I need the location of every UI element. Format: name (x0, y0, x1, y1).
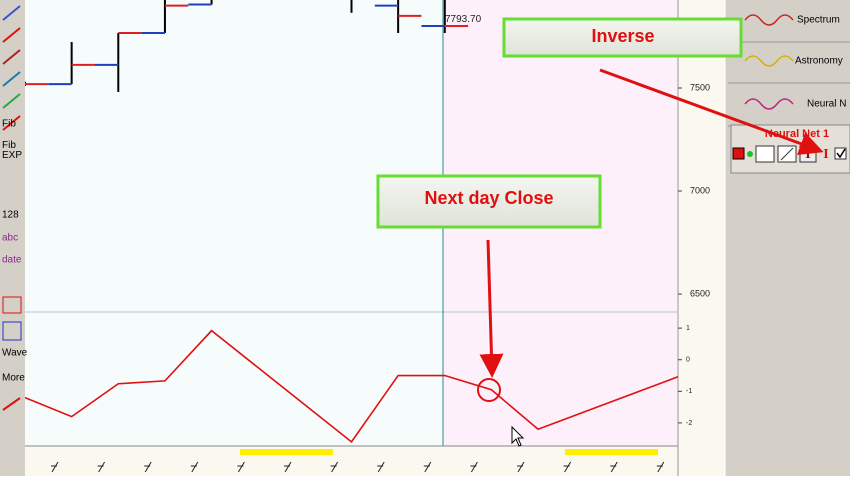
net-button[interactable] (755, 145, 775, 163)
tool-icon (2, 115, 21, 131)
status-dot (747, 151, 753, 157)
color-swatch[interactable] (732, 147, 745, 160)
x-tick (330, 461, 339, 473)
x-tick (284, 461, 292, 473)
y-tick-label: -2 (686, 420, 692, 427)
icon: I (805, 147, 810, 162)
icon: I (823, 147, 828, 162)
weekend-band (565, 449, 658, 455)
tool-button[interactable]: 128 (2, 210, 19, 221)
weekend-band (240, 449, 333, 455)
tool-icon (2, 27, 21, 43)
x-tick (656, 461, 665, 473)
y-tick-label: 0 (686, 357, 690, 364)
y-tick-label: 7000 (690, 185, 710, 195)
check (836, 148, 846, 159)
y-tick-label: 7500 (690, 82, 710, 92)
arrow (599, 68, 824, 156)
plot: 7793.70 (25, 0, 678, 444)
x-tick (190, 461, 199, 473)
x-tick (237, 461, 245, 473)
tool-icon (2, 93, 21, 109)
y-tick-label: 1 (686, 325, 690, 332)
tool-button[interactable]: Fib (2, 119, 16, 130)
tool-button[interactable]: abc (2, 233, 18, 244)
side-panel (725, 0, 850, 476)
arrow (479, 239, 504, 378)
tool-icon (2, 71, 21, 87)
cursor-price: 7793.70 (445, 14, 482, 25)
tool-icon (2, 5, 21, 21)
chart-bg (25, 0, 443, 446)
axis-bg (678, 0, 725, 476)
tool-button[interactable]: Wave (2, 348, 28, 359)
indicator-line (25, 329, 678, 444)
tool-icon (2, 296, 22, 314)
x-tick (144, 461, 152, 473)
panel-button[interactable]: Neural N (807, 99, 846, 110)
callout-text: Inverse (591, 26, 654, 46)
x-tick (377, 461, 385, 473)
x-tick (97, 461, 106, 473)
x-tick (610, 461, 618, 473)
tool-button[interactable]: date (2, 255, 22, 266)
button-icon (744, 55, 794, 67)
callout-box (376, 174, 602, 229)
checkbox[interactable] (834, 147, 847, 160)
button-icon (744, 14, 794, 26)
x-tick (51, 461, 59, 473)
tool-icon (2, 49, 21, 65)
axes: 7500 7000 6500 1 0 -1 -2 (678, 82, 710, 427)
callout-box (502, 17, 743, 58)
x-tick (470, 461, 478, 473)
tool-button[interactable]: More (2, 373, 25, 384)
icon (780, 147, 794, 161)
callout-text: Next day Close (424, 188, 553, 208)
tool-icon (2, 397, 21, 411)
highlight-circle (477, 378, 501, 402)
mouse-cursor (511, 425, 525, 447)
panel-button[interactable]: Spectrum (797, 15, 840, 26)
x-tick (517, 461, 525, 473)
tool-button[interactable]: Fib EXP (2, 140, 22, 161)
toolbar: Fib Fib EXP 128 abc date Wave More (2, 5, 28, 411)
y-tick-label: -1 (686, 388, 692, 395)
panel-button[interactable]: Astronomy (795, 56, 843, 67)
button-icon (744, 98, 794, 110)
x-tick (423, 461, 432, 473)
x-axis-ticks (51, 461, 665, 473)
x-tick (563, 461, 572, 473)
y-tick-label: 6500 (690, 288, 710, 298)
tool-icon (2, 321, 22, 341)
